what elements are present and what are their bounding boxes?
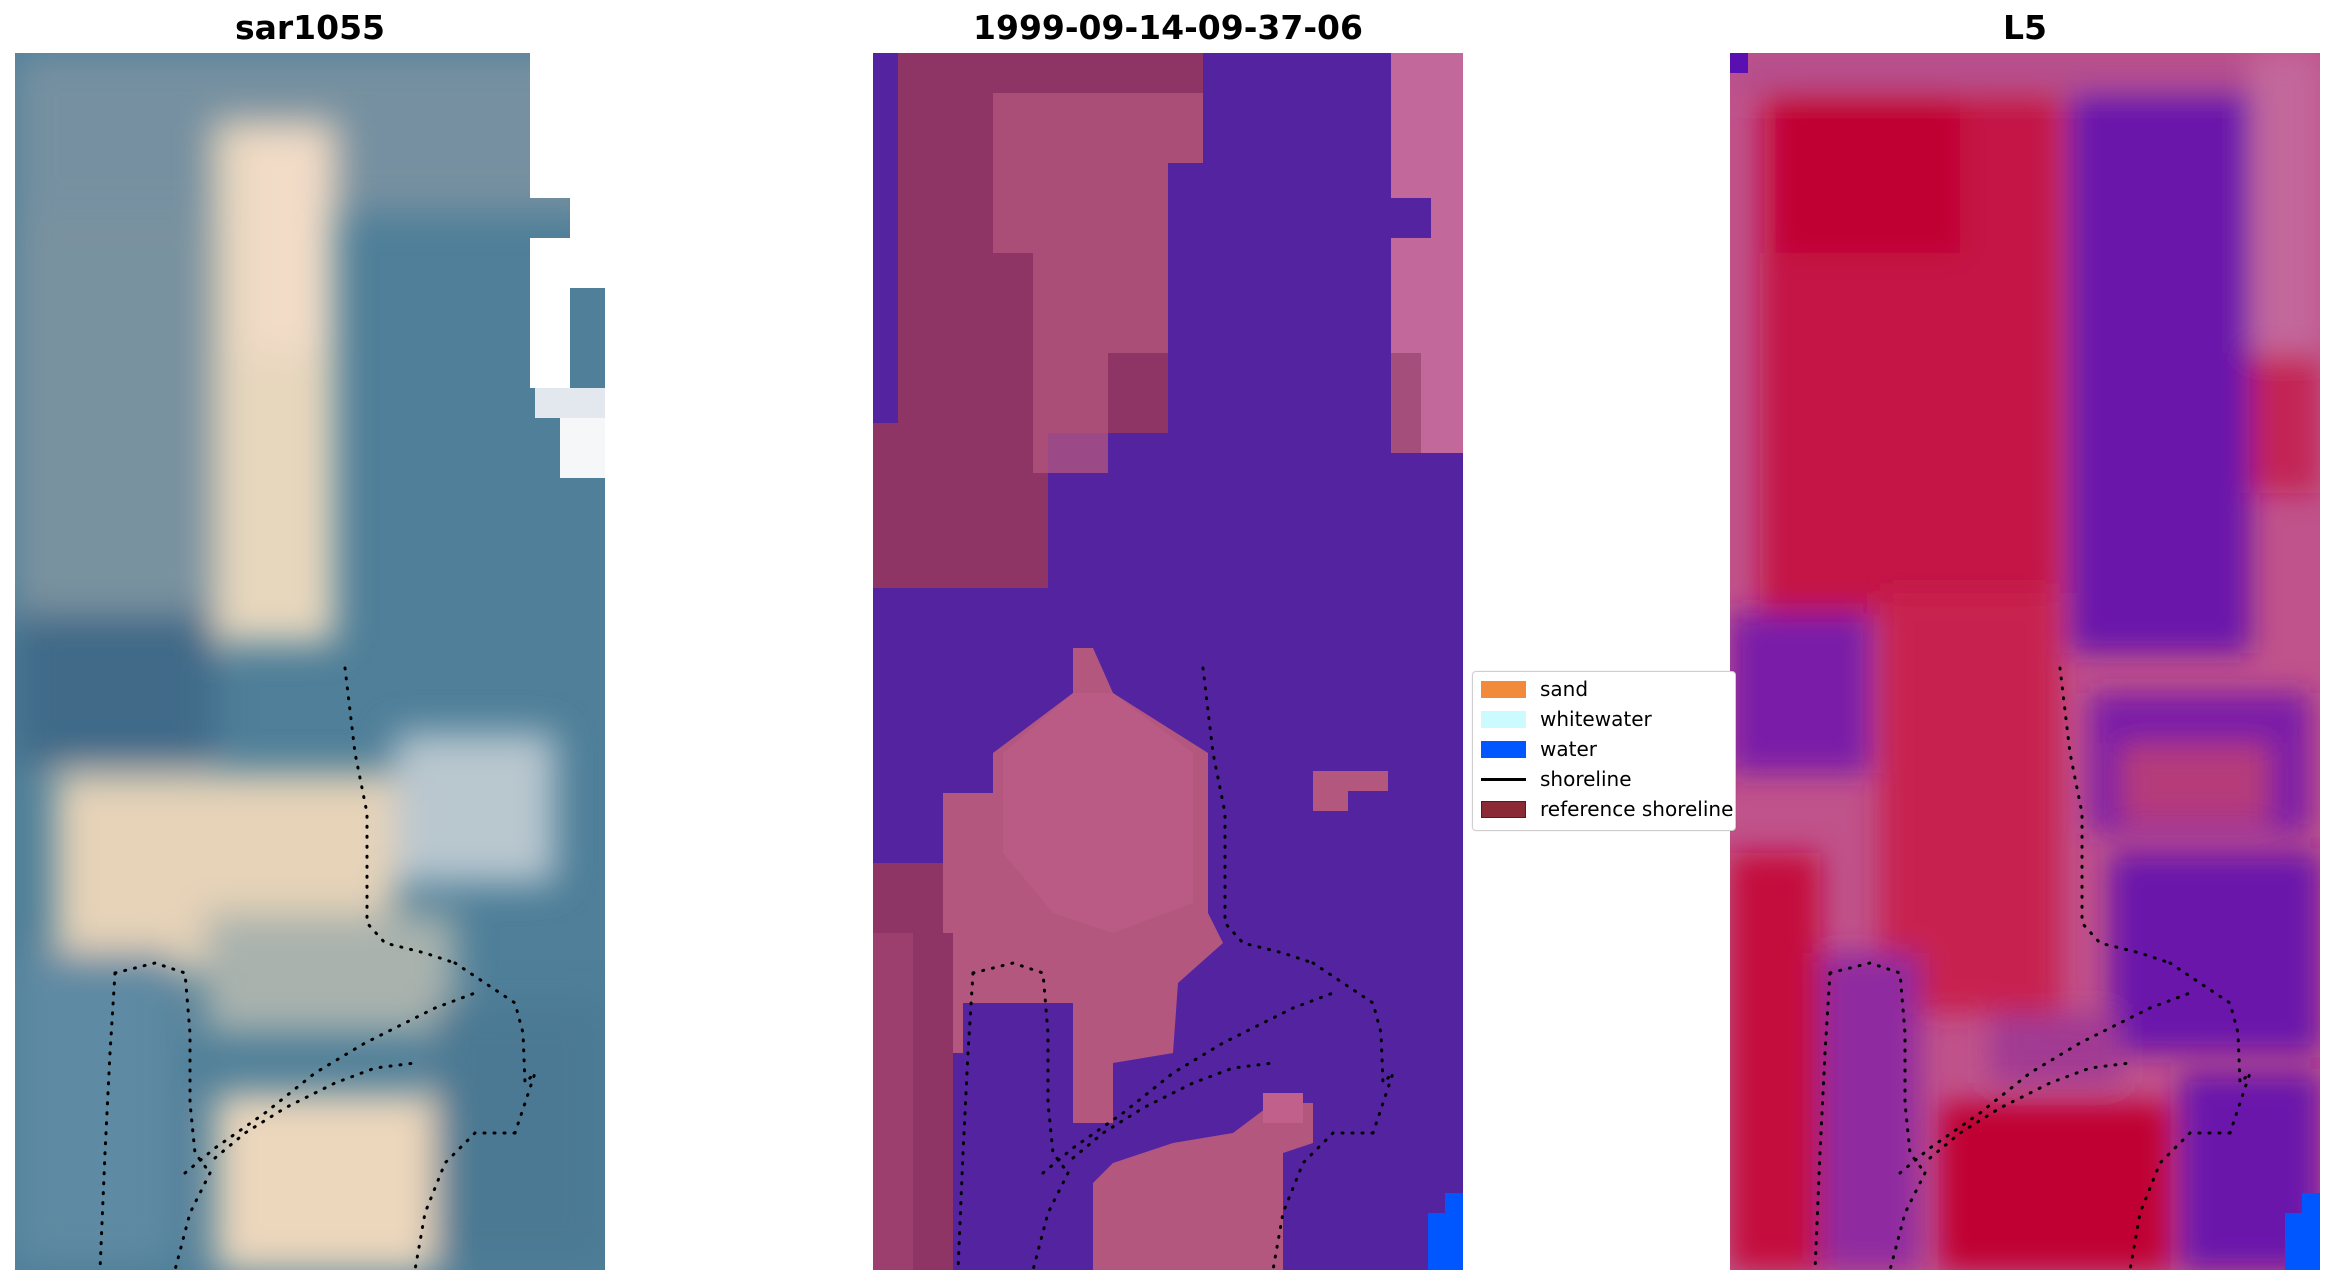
panel-title-rgb: sar1055 bbox=[234, 8, 386, 47]
legend: sand whitewater water shoreline referenc… bbox=[1472, 671, 1736, 831]
classification-image bbox=[873, 53, 1463, 1270]
reference-shoreline-swatch bbox=[1481, 801, 1526, 818]
sand-swatch bbox=[1481, 681, 1526, 698]
shoreline-swatch bbox=[1481, 778, 1526, 781]
shoreline bbox=[956, 666, 1395, 1270]
rgb-image-panel bbox=[15, 53, 605, 1270]
legend-label: reference shoreline bbox=[1540, 797, 1734, 821]
shoreline bbox=[1813, 666, 2252, 1270]
index-image bbox=[1730, 53, 2320, 1270]
panel-title-index: L5 bbox=[2003, 8, 2047, 47]
legend-label: sand bbox=[1540, 677, 1589, 701]
rgb-image bbox=[15, 53, 605, 1270]
legend-label: whitewater bbox=[1540, 707, 1652, 731]
legend-label: water bbox=[1540, 737, 1597, 761]
index-panel bbox=[1730, 53, 2320, 1270]
panel-title-classification: 1999-09-14-09-37-06 bbox=[973, 8, 1363, 47]
water-swatch bbox=[1481, 741, 1526, 758]
legend-label: shoreline bbox=[1540, 767, 1632, 791]
classification-panel bbox=[873, 53, 1463, 1270]
whitewater-swatch bbox=[1481, 711, 1526, 728]
shoreline bbox=[98, 666, 537, 1270]
